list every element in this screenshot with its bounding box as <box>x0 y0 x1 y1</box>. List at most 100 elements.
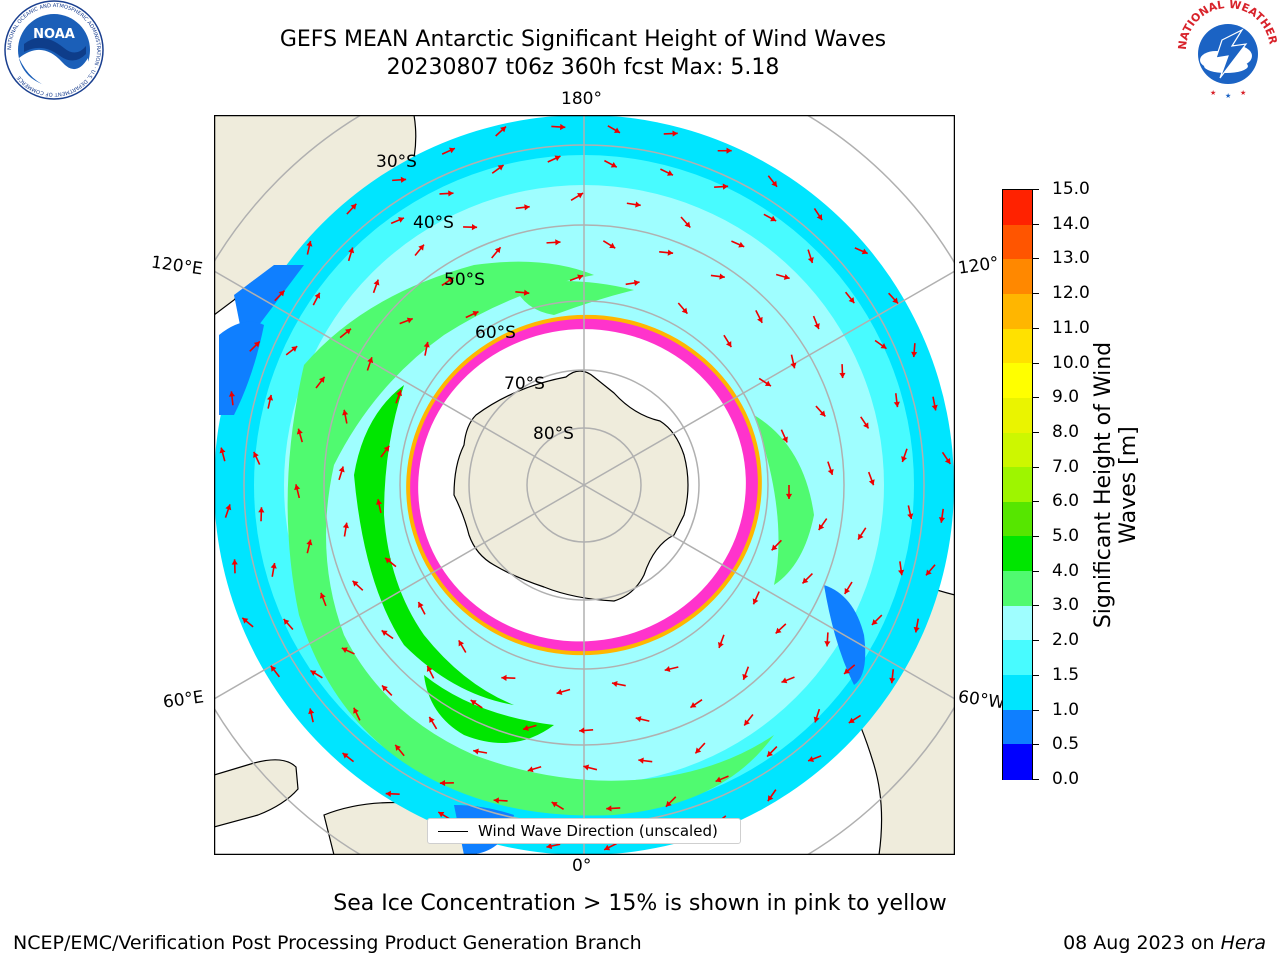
wave-arrow-head <box>913 626 920 633</box>
colorbar-tick-label: 8.0 <box>1052 421 1080 442</box>
wave-arrow-head <box>898 569 905 576</box>
wave-arrow-head <box>426 665 433 672</box>
wave-arrow-head <box>231 559 238 565</box>
legend-label: Wind Wave Direction (unscaled) <box>478 822 718 840</box>
wave-arrow-head <box>672 130 678 137</box>
wave-arrow-head <box>551 802 558 808</box>
wave-arrow-head <box>258 507 265 513</box>
colorbar-tick-label: 13.0 <box>1052 248 1090 269</box>
wave-arrow-head <box>554 155 561 162</box>
colorbar-label: Significant Height of Wind Waves [m] <box>1091 341 1141 629</box>
wave-arrow-head <box>283 619 290 625</box>
wave-arrow-head <box>493 797 499 804</box>
wave-arrow-head <box>681 307 688 314</box>
wave-arrow-head <box>267 394 274 401</box>
wave-arrow-head <box>527 766 534 773</box>
colorbar-tick-label: 4.0 <box>1052 560 1080 581</box>
wave-arrow-head <box>342 752 349 759</box>
lat-label-60s: 60°S <box>475 323 516 343</box>
colorbar-segment <box>1003 605 1032 641</box>
wave-arrow-head <box>342 409 349 416</box>
colorbar-segment <box>1003 709 1032 745</box>
wave-arrow-head <box>764 380 771 387</box>
wave-arrow-head <box>294 484 301 491</box>
wave-arrow-head <box>893 401 900 408</box>
wave-arrow-head <box>448 190 454 197</box>
date-stamp: 08 Aug 2023 on Hera <box>1063 932 1266 954</box>
sea-ice-note: Sea Ice Concentration > 15% is shown in … <box>333 891 947 916</box>
colorbar-segment <box>1003 363 1032 399</box>
colorbar-segment <box>1003 259 1032 295</box>
colorbar-tick-mark <box>1033 779 1039 780</box>
wave-arrow-head <box>429 716 435 723</box>
wave-arrow-head <box>253 341 260 348</box>
wave-arrow-head <box>613 127 620 133</box>
lon-label-60w: 60°W <box>956 687 1004 713</box>
wave-arrow-head <box>738 241 745 248</box>
wave-arrow-head <box>610 162 617 168</box>
colorbar-tick-mark <box>1033 501 1039 503</box>
wave-arrow-head <box>353 707 359 714</box>
lon-label-60e: 60°E <box>161 687 206 713</box>
wave-arrow-head <box>790 362 797 369</box>
colorbar-tick-mark <box>1033 189 1039 190</box>
colorbar-tick-label: 5.0 <box>1052 526 1080 547</box>
wave-arrow-head <box>242 617 249 624</box>
wave-arrow-head <box>352 580 359 587</box>
wave-arrow-head <box>726 147 732 154</box>
wave-arrow-head <box>785 493 793 499</box>
wave-arrow-head <box>782 436 788 443</box>
colorbar-segment <box>1003 744 1032 780</box>
wave-arrow-head <box>767 750 773 757</box>
colorbar-tick-mark <box>1033 258 1039 260</box>
wave-arrow-head <box>767 795 774 802</box>
wave-arrow-head <box>555 239 561 246</box>
wave-arrow-head <box>501 674 507 681</box>
wave-arrow-head <box>635 716 642 723</box>
wave-arrow-head <box>690 702 697 708</box>
colorbar-segment <box>1003 640 1032 676</box>
wave-arrow-head <box>253 451 259 458</box>
wave-arrow-head <box>827 469 834 475</box>
wave-arrow-head <box>892 297 899 304</box>
wave-arrow-head <box>752 598 759 605</box>
wave-arrow-head <box>473 748 479 755</box>
wave-arrow-head <box>880 343 887 349</box>
wave-arrow-head <box>438 812 445 818</box>
colorbar-tick-mark <box>1033 570 1039 572</box>
colorbar-tick-mark <box>1033 431 1039 433</box>
wave-arrow-head <box>938 517 946 523</box>
wave-arrow-head <box>373 279 380 286</box>
wave-arrow-head <box>925 569 932 576</box>
wave-arrow-head <box>448 147 455 154</box>
wave-arrow-head <box>524 204 530 211</box>
wave-arrow-head <box>383 445 390 452</box>
colorbar-tick-mark <box>1033 640 1039 642</box>
wave-arrow-head <box>717 642 724 648</box>
colorbar-tick-label: 2.0 <box>1052 630 1080 651</box>
wave-direction-arrows <box>219 123 951 851</box>
colorbar-tick-label: 6.0 <box>1052 491 1080 512</box>
wave-arrow-head <box>470 700 477 706</box>
colorbar-tick-mark <box>1033 674 1039 676</box>
wave-arrow-head <box>807 257 814 263</box>
wave-arrow-head <box>367 357 374 364</box>
wave-arrow-head <box>342 522 349 529</box>
wave-arrow-head <box>757 316 763 323</box>
wave-arrow-head <box>396 390 402 397</box>
lon-label-0: 0° <box>572 856 592 876</box>
wave-arrow-head <box>406 317 413 324</box>
wave-arrow-head <box>350 203 357 210</box>
wave-arrow-head <box>376 499 383 505</box>
colorbar-ticks: 0.0 0.5 1.0 1.5 2.0 3.0 4.0 5.0 6.0 7.0 8.0 9.0 10.0… <box>1033 0 1093 960</box>
wave-arrow-head <box>318 376 325 383</box>
lat-label-80s: 80°S <box>533 424 574 444</box>
wave-arrow-head <box>818 524 825 531</box>
wave-arrow-head <box>523 289 530 296</box>
map-frame <box>214 115 955 855</box>
colorbar-tick-label: 3.0 <box>1052 595 1080 616</box>
colorbar-tick-label: 1.0 <box>1052 699 1080 720</box>
colorbar-tick-mark <box>1033 223 1039 225</box>
wave-arrow-head <box>560 123 566 131</box>
chart-title-line2: 20230807 t06z 360h fcst Max: 5.18 <box>386 55 780 80</box>
